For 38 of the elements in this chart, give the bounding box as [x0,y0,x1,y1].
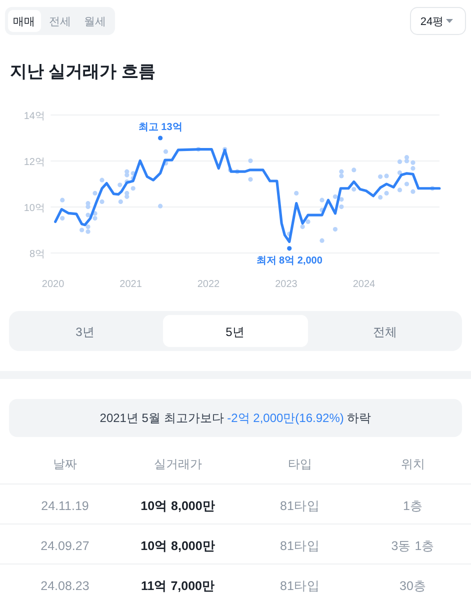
chart-title: 지난 실거래가 흐름 [10,62,156,81]
y-tick-label: 12억 [24,157,45,168]
text: 3동 1층 [391,539,435,553]
text: 3년 [76,325,94,339]
annotation: 최저 8억 2,000 [256,255,323,266]
text: 매매 [13,16,35,28]
text: 전세 [49,16,71,28]
text: 5년 [226,325,244,339]
text: 81타입 [280,499,320,513]
text: 81타입 [280,539,320,553]
text: 타입 [288,457,312,471]
x-tick-label: 2021 [120,279,142,290]
text: 10억 8,000만 [140,539,216,553]
text: 월세 [84,16,106,28]
y-tick-label: 10억 [24,203,45,214]
y-tick-label: 14억 [24,111,45,122]
text: 실거래가 [154,457,202,471]
text: 11억 7,000만 [141,579,215,593]
text: 24평 [420,16,444,28]
x-tick-label: 2024 [352,279,376,290]
text: 10억 8,000만 [140,499,216,513]
x-tick-label: 2020 [42,279,65,290]
text: 24.09.27 [40,539,90,553]
text: -2억 2,000만(16.92%) [227,411,344,425]
text: 30층 [400,579,426,593]
x-tick-label: 2022 [197,279,220,290]
text: 전체 [373,325,397,339]
text: 하락 [344,411,372,425]
text: 81타입 [280,579,320,593]
x-tick-label: 2023 [275,279,298,290]
text: 위치 [401,457,425,471]
text: 24.11.19 [41,499,89,513]
text: 1층 [403,499,423,513]
annotation: 최고 13억 [138,122,182,133]
text: 24.08.23 [40,579,90,593]
text: 2021년 5월 최고가보다 [100,411,228,425]
text: 날짜 [53,457,77,471]
y-tick-label: 8억 [29,249,45,260]
